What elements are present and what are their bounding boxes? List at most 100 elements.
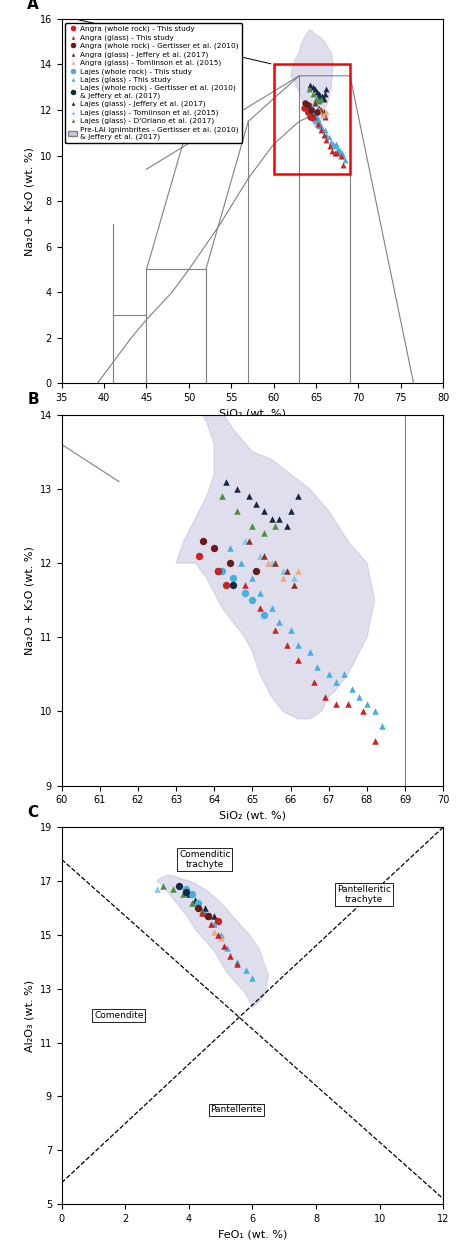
Point (272, 620, 279, 640)
Point (315, 98, 322, 118)
Point (312, 93, 319, 113)
Point (325, 664, 333, 684)
Point (199, 530, 207, 551)
Point (249, 515, 256, 535)
Point (295, 635, 302, 655)
Point (378, 716, 386, 737)
Point (204, 906, 212, 926)
Point (214, 561, 222, 581)
Point (245, 486, 252, 507)
Point (321, 686, 329, 706)
Point (306, 79, 313, 99)
Point (331, 143, 338, 163)
Point (295, 561, 302, 581)
Point (295, 486, 302, 507)
Point (306, 102, 313, 122)
Point (316, 101, 323, 121)
Point (318, 101, 325, 121)
Point (333, 694, 340, 714)
Point (268, 509, 275, 529)
Point (207, 914, 215, 934)
Point (230, 576, 237, 596)
Point (340, 664, 348, 684)
Point (319, 118, 326, 138)
Point (249, 568, 256, 588)
Point (319, 102, 327, 122)
Point (175, 876, 183, 896)
Point (306, 642, 314, 662)
Point (314, 113, 321, 133)
Point (314, 109, 321, 129)
Point (196, 546, 203, 566)
Point (264, 553, 271, 573)
Point (220, 935, 228, 955)
Point (318, 88, 325, 108)
Point (310, 671, 317, 691)
Point (344, 694, 351, 714)
Point (233, 954, 240, 974)
Point (308, 101, 315, 121)
Point (305, 102, 312, 122)
Point (226, 553, 233, 573)
Point (320, 102, 327, 122)
Text: Comenditic
trachyte: Comenditic trachyte (179, 850, 230, 869)
Point (340, 146, 347, 166)
Point (214, 925, 221, 945)
Point (204, 906, 212, 926)
Point (314, 657, 321, 678)
Point (335, 138, 342, 158)
Point (188, 885, 196, 905)
Point (260, 605, 268, 625)
Point (329, 141, 336, 161)
Point (241, 576, 249, 596)
Point (307, 107, 314, 127)
Point (301, 98, 308, 118)
Point (322, 104, 329, 124)
Point (319, 87, 326, 107)
Point (325, 127, 333, 147)
Point (320, 88, 327, 108)
Point (311, 107, 318, 127)
Point (256, 597, 264, 617)
X-axis label: SiO₂ (wt. %): SiO₂ (wt. %) (219, 409, 286, 419)
Point (154, 879, 161, 899)
Point (195, 897, 202, 918)
Point (237, 553, 244, 573)
Point (337, 146, 344, 166)
Point (256, 583, 264, 603)
Point (323, 79, 330, 99)
Point (256, 546, 264, 566)
Point (313, 104, 320, 124)
Point (302, 93, 309, 113)
Point (338, 143, 345, 163)
Point (218, 561, 226, 581)
Text: Comendite: Comendite (94, 1011, 143, 1021)
Point (241, 530, 249, 551)
Point (198, 900, 205, 920)
Point (179, 885, 186, 905)
Point (188, 892, 196, 913)
Point (191, 890, 199, 910)
Point (170, 879, 177, 899)
Polygon shape (291, 30, 333, 128)
Point (276, 612, 283, 632)
Point (279, 568, 287, 588)
Point (371, 732, 378, 752)
Point (195, 892, 202, 913)
Point (283, 635, 291, 655)
Point (315, 116, 322, 136)
Y-axis label: Na₂O + K₂O (wt. %): Na₂O + K₂O (wt. %) (24, 546, 34, 655)
Point (315, 91, 322, 111)
Point (320, 124, 327, 145)
Point (227, 947, 234, 967)
Point (333, 134, 340, 155)
Point (371, 701, 378, 722)
Point (323, 102, 330, 122)
Point (356, 686, 363, 706)
Point (341, 150, 349, 170)
Text: C: C (27, 804, 38, 820)
Point (331, 137, 338, 157)
Point (234, 502, 241, 522)
Point (295, 650, 302, 670)
Point (334, 143, 341, 163)
